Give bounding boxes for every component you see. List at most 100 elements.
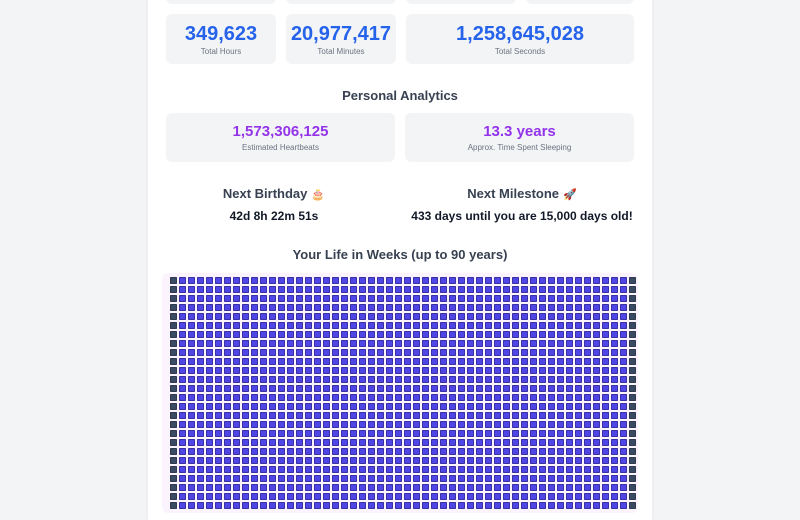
week-cell: [296, 475, 303, 482]
week-cell: [206, 295, 213, 302]
week-cell: [179, 502, 186, 509]
week-cell: [287, 349, 294, 356]
week-cell: [413, 340, 420, 347]
week-cell: [449, 313, 456, 320]
week-cell: [485, 367, 492, 374]
week-cell: [512, 385, 519, 392]
week-cell: [260, 430, 267, 437]
week-cell: [215, 475, 222, 482]
week-cell: [467, 286, 474, 293]
week-cell: [269, 358, 276, 365]
week-cell: [503, 349, 510, 356]
week-cell: [215, 295, 222, 302]
week-cell: [296, 349, 303, 356]
week-cell: [458, 286, 465, 293]
week-cell: [467, 484, 474, 491]
week-cell: [476, 331, 483, 338]
week-cell: [602, 439, 609, 446]
week-cell: [197, 421, 204, 428]
week-cell: [611, 340, 618, 347]
week-cell: [503, 394, 510, 401]
week-cell: [602, 367, 609, 374]
week-cell: [350, 403, 357, 410]
week-cell: [260, 340, 267, 347]
total-hours-value: 349,623: [184, 23, 258, 45]
week-cell: [296, 277, 303, 284]
week-cell: [377, 475, 384, 482]
week-cell: [575, 394, 582, 401]
week-cell: [440, 295, 447, 302]
week-cell: [215, 457, 222, 464]
week-cell: [179, 349, 186, 356]
week-cell: [296, 466, 303, 473]
week-cell: [314, 295, 321, 302]
week-cell: [449, 322, 456, 329]
week-cell: [620, 295, 627, 302]
week-cell: [359, 313, 366, 320]
week-cell: [602, 349, 609, 356]
week-cell: [224, 457, 231, 464]
week-cell: [449, 439, 456, 446]
week-cell: [188, 304, 195, 311]
week-cell: [575, 331, 582, 338]
week-cell: [260, 367, 267, 374]
week-cell: [305, 484, 312, 491]
week-cell: [386, 475, 393, 482]
week-cell: [476, 277, 483, 284]
week-cell: [422, 277, 429, 284]
week-cell: [440, 484, 447, 491]
week-cell: [305, 313, 312, 320]
week-cell: [494, 349, 501, 356]
week-cell: [269, 313, 276, 320]
week-cell: [332, 475, 339, 482]
week-cell: [575, 313, 582, 320]
week-cell: [377, 376, 384, 383]
week-cell: [260, 349, 267, 356]
week-cell: [467, 340, 474, 347]
week-cell: [476, 484, 483, 491]
week-cell: [332, 484, 339, 491]
week-cell: [296, 502, 303, 509]
week-cell: [359, 502, 366, 509]
week-cell: [620, 448, 627, 455]
week-cell: [530, 367, 537, 374]
week-cell: [431, 349, 438, 356]
week-cell: [629, 385, 636, 392]
week-cell: [584, 286, 591, 293]
week-cell: [566, 394, 573, 401]
week-cell: [251, 277, 258, 284]
week-cell: [449, 457, 456, 464]
week-cell: [440, 331, 447, 338]
week-cell: [269, 466, 276, 473]
week-cell: [413, 466, 420, 473]
week-cell: [503, 331, 510, 338]
week-cell: [422, 376, 429, 383]
week-cell: [377, 457, 384, 464]
week-cell: [494, 457, 501, 464]
week-cell: [179, 304, 186, 311]
week-cell: [584, 331, 591, 338]
week-cell: [215, 286, 222, 293]
week-cell: [278, 430, 285, 437]
week-cell: [431, 421, 438, 428]
week-cell: [584, 358, 591, 365]
week-cell: [593, 340, 600, 347]
week-cell: [485, 295, 492, 302]
week-cell: [575, 367, 582, 374]
week-cell: [629, 403, 636, 410]
week-cell: [215, 412, 222, 419]
week-cell: [395, 340, 402, 347]
week-cell: [278, 331, 285, 338]
week-cell: [224, 313, 231, 320]
heartbeats-value: 1,573,306,125: [232, 123, 329, 140]
week-cell: [458, 412, 465, 419]
week-cell: [278, 412, 285, 419]
week-cell: [260, 475, 267, 482]
week-cell: [602, 322, 609, 329]
week-cell: [548, 412, 555, 419]
week-cell: [359, 340, 366, 347]
week-cell: [566, 358, 573, 365]
week-cell: [197, 475, 204, 482]
week-cell: [269, 286, 276, 293]
week-cell: [341, 349, 348, 356]
